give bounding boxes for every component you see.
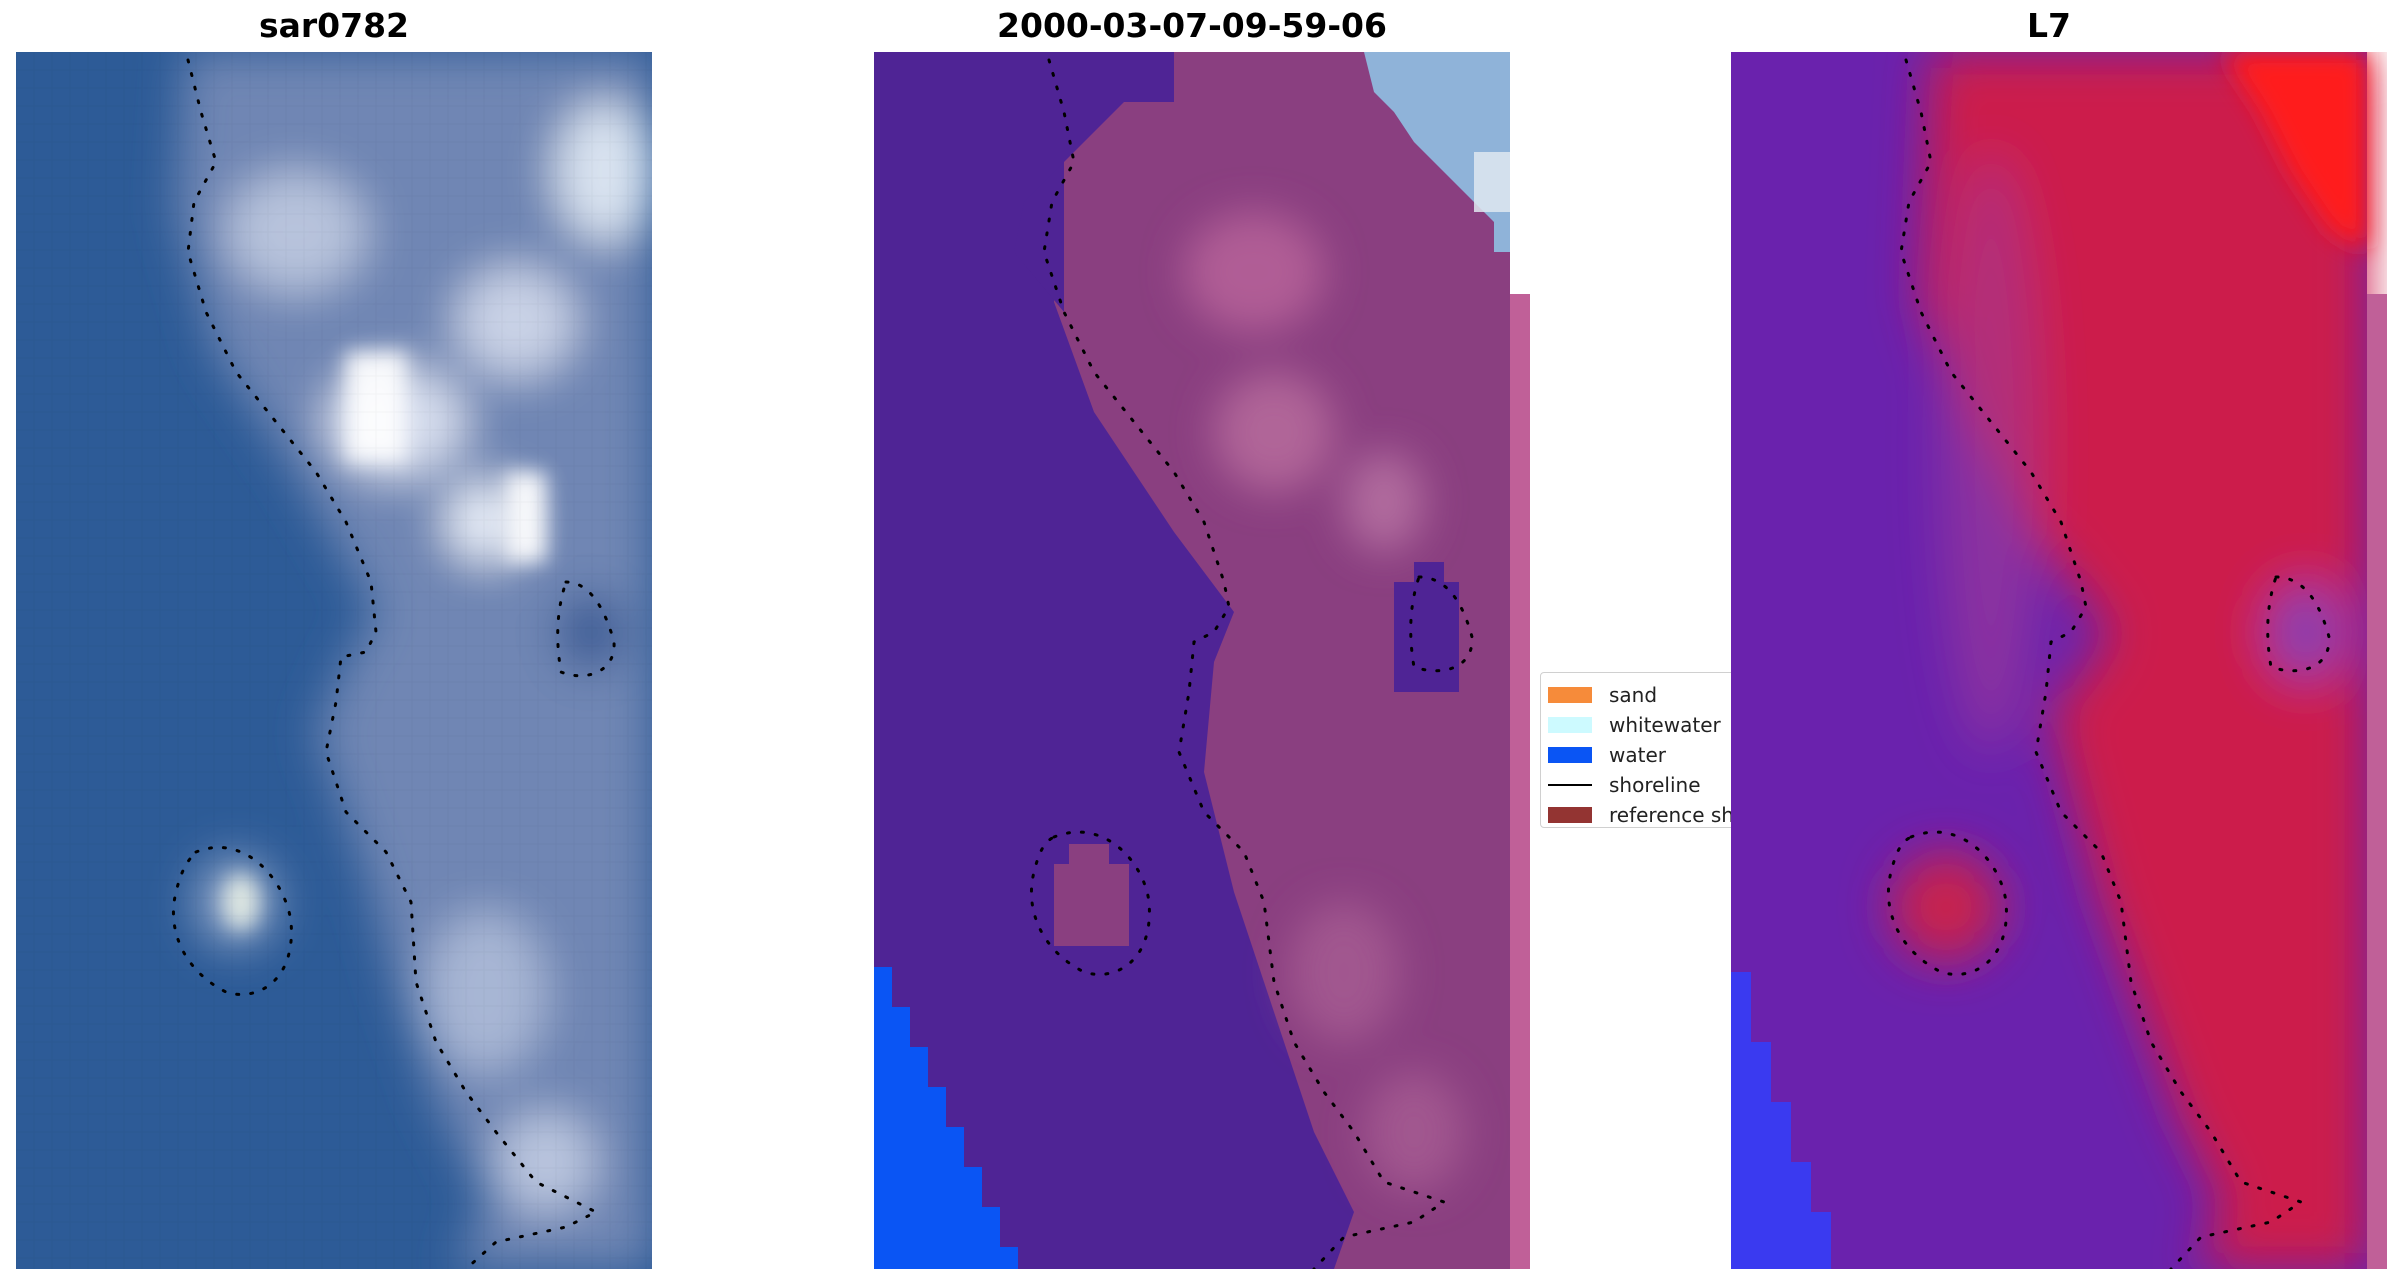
water-swatch	[1548, 747, 1592, 763]
panel-title-rgb: sar0782	[258, 6, 410, 45]
pool-shoreline	[1409, 575, 1474, 673]
land-highlight	[1214, 372, 1334, 492]
legend-label: shoreline	[1609, 773, 1701, 797]
legend-item-whitewater: whitewater	[1548, 713, 1721, 737]
island-red	[1891, 852, 2001, 962]
panel-title-index: L7	[2027, 6, 2071, 45]
transition-band	[1941, 152, 2041, 752]
island-shoreline	[171, 845, 293, 996]
land-highlight	[1364, 1072, 1464, 1192]
bright-red-corner	[2221, 52, 2367, 252]
legend-label: sand	[1609, 683, 1658, 707]
water-class-blue	[874, 967, 1018, 1269]
inland-pool	[2266, 582, 2346, 682]
legend-item-water: water	[1548, 743, 1666, 767]
shoreline-line-swatch	[1548, 784, 1592, 786]
index-image-panel	[1731, 52, 2387, 1269]
legend-item-sand: sand	[1548, 683, 1657, 707]
water-top	[874, 52, 1174, 312]
classified-image-panel	[874, 52, 1530, 1269]
land-highlight	[1344, 452, 1424, 552]
whitewater-class	[1364, 52, 1510, 252]
edge-strip	[1510, 294, 1530, 1269]
island-class	[1054, 864, 1129, 946]
island-class	[1069, 844, 1109, 864]
rgb-image-panel	[16, 52, 652, 1269]
land-highlight	[1184, 212, 1324, 332]
inland-water	[1394, 582, 1459, 692]
land-highlight	[1289, 902, 1399, 1042]
legend-item-reference-shoreline: reference shoreline	[1548, 803, 1759, 827]
sand-swatch	[1548, 687, 1592, 703]
water-blue	[1731, 972, 1831, 1269]
reference-shoreline-swatch	[1548, 807, 1592, 823]
legend-label: water	[1609, 743, 1666, 767]
whitewater-swatch	[1548, 717, 1592, 733]
edge-strip	[2367, 294, 2387, 1269]
legend-item-shoreline: shoreline	[1548, 773, 1701, 797]
panel-title-classified: 2000-03-07-09-59-06	[997, 6, 1387, 45]
legend-label: whitewater	[1609, 713, 1721, 737]
whitewater-bright	[1474, 152, 1510, 212]
legend: sand whitewater water shoreline referenc…	[1540, 672, 1760, 828]
pool-shoreline	[2266, 575, 2331, 673]
